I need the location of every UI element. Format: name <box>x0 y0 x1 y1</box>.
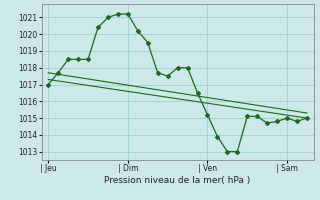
X-axis label: Pression niveau de la mer( hPa ): Pression niveau de la mer( hPa ) <box>104 176 251 185</box>
